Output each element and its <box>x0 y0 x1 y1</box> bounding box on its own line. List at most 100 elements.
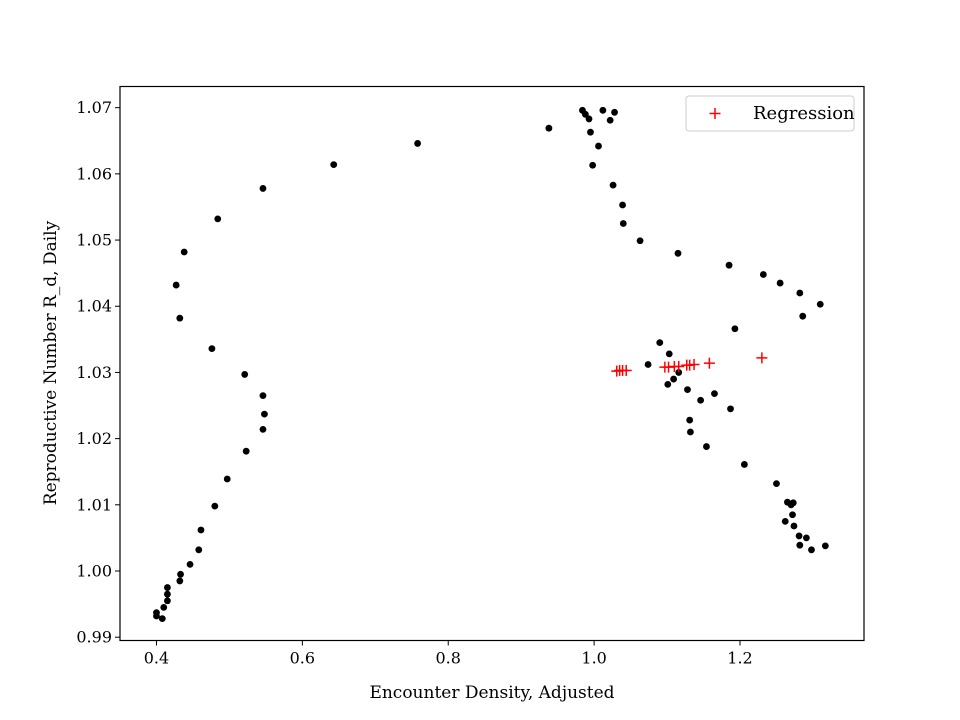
data-point <box>259 185 267 192</box>
data-point <box>172 281 180 289</box>
y-tick-label: 1.04 <box>76 297 112 316</box>
data-point <box>789 499 797 507</box>
data-point <box>796 289 804 297</box>
y-tick-label: 1.05 <box>76 231 112 250</box>
data-point <box>802 534 810 542</box>
data-point <box>259 392 267 400</box>
data-point <box>414 140 421 147</box>
data-point <box>799 312 807 320</box>
data-point <box>674 249 682 257</box>
regression-point <box>673 360 685 372</box>
data-point <box>330 161 338 169</box>
y-tick-label: 1.02 <box>76 429 112 448</box>
data-point <box>545 124 553 132</box>
data-point <box>686 416 694 424</box>
data-point <box>158 615 166 623</box>
data-point <box>214 215 222 223</box>
data-point <box>164 597 171 605</box>
x-tick-label: 0.8 <box>436 649 461 668</box>
data-point <box>611 108 618 116</box>
data-point <box>740 461 748 468</box>
data-point <box>606 116 614 124</box>
x-tick-label: 1.2 <box>727 649 752 668</box>
x-tick-label: 0.4 <box>144 649 169 668</box>
points-layer <box>153 106 829 623</box>
legend-plus-icon <box>709 108 721 119</box>
regression-point <box>703 357 715 369</box>
data-point <box>581 110 589 118</box>
data-point <box>176 314 184 322</box>
y-axis-title: Reproductive Number R_d, Daily <box>41 220 61 505</box>
data-point <box>186 560 194 568</box>
data-point <box>619 220 627 227</box>
data-point <box>587 128 594 136</box>
regression-point <box>620 364 632 376</box>
x-axis-title: Encounter Density, Adjusted <box>369 683 614 703</box>
regression-point <box>756 352 768 364</box>
legend: Regression <box>685 95 855 132</box>
y-tick-label: 0.99 <box>76 628 112 647</box>
data-point <box>790 522 798 530</box>
data-point <box>585 115 593 123</box>
regression-point <box>688 358 700 370</box>
data-point <box>636 237 644 245</box>
data-point <box>711 390 718 398</box>
data-point <box>211 502 219 510</box>
y-tick-label: 1.07 <box>76 98 112 117</box>
data-point <box>595 142 602 150</box>
y-tick-label: 1.00 <box>76 562 112 581</box>
legend-box <box>685 95 855 132</box>
data-point <box>259 425 267 433</box>
data-point <box>241 371 249 378</box>
legend-marker-regression <box>709 108 721 119</box>
data-point <box>176 577 184 585</box>
data-point <box>665 350 673 358</box>
data-point <box>619 201 626 209</box>
data-point <box>675 369 683 376</box>
y-tick-label: 1.06 <box>76 164 112 183</box>
data-point <box>195 546 203 554</box>
data-point <box>727 405 734 413</box>
data-point <box>180 248 188 256</box>
data-point <box>664 380 672 388</box>
plot-frame <box>119 85 865 642</box>
data-point <box>164 590 171 598</box>
data-point <box>609 181 617 189</box>
data-point <box>781 517 789 525</box>
data-point <box>759 271 767 278</box>
data-point <box>789 511 796 519</box>
ticks-layer: 0.4 0.6 0.8 1.0 1.2 0.99 1.00 1.01 1.02 1.03 1.04 1… <box>76 98 752 667</box>
data-point <box>670 375 678 383</box>
data-point <box>773 480 780 488</box>
data-point <box>208 345 216 353</box>
data-point <box>795 532 803 540</box>
legend-label-regression: Regression <box>753 103 855 124</box>
y-tick-label: 1.01 <box>76 495 112 514</box>
data-point <box>261 410 268 418</box>
y-tick-label: 1.03 <box>76 363 112 382</box>
data-point <box>687 428 694 436</box>
data-point <box>589 161 597 169</box>
x-tick-label: 0.6 <box>290 649 315 668</box>
data-point <box>242 447 250 455</box>
data-point <box>644 361 652 368</box>
data-point <box>821 542 829 550</box>
data-point <box>177 570 184 578</box>
data-point <box>164 584 171 591</box>
x-tick-label: 1.0 <box>581 649 606 668</box>
data-point <box>725 261 733 269</box>
data-point <box>599 106 607 114</box>
data-point <box>703 443 710 450</box>
data-point <box>684 386 691 394</box>
data-point <box>796 541 804 549</box>
data-point <box>808 546 815 554</box>
data-point <box>223 475 231 483</box>
data-point <box>160 604 168 611</box>
data-point <box>776 279 784 287</box>
data-point <box>816 300 824 308</box>
data-point <box>731 325 739 333</box>
data-point <box>656 339 664 347</box>
data-point <box>197 526 205 534</box>
data-point <box>697 396 705 404</box>
